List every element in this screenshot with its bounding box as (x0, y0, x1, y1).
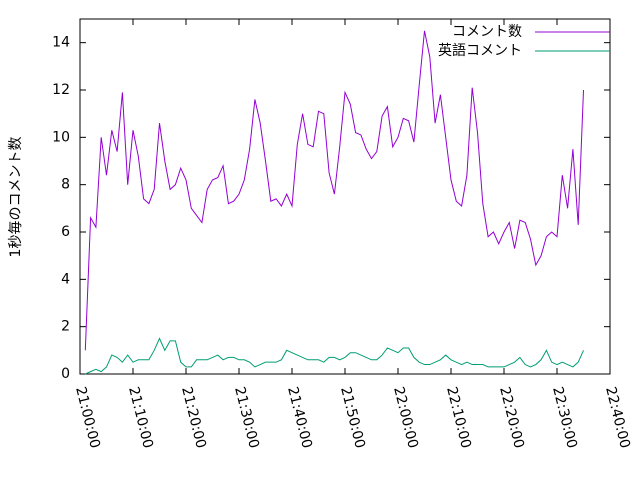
y-axis-label: 1秒毎のコメント数 (8, 137, 24, 258)
y-tick-label: 0 (61, 366, 70, 382)
y-tick-label: 6 (61, 224, 70, 240)
y-tick-label: 10 (52, 129, 70, 145)
legend-label: 英語コメント (438, 42, 522, 59)
y-tick-label: 4 (61, 271, 70, 287)
series-line (85, 337, 584, 375)
legend-label: コメント数 (452, 24, 522, 40)
y-tick-label: 12 (52, 82, 70, 98)
y-tick-label: 14 (52, 35, 70, 51)
y-tick-label: 8 (61, 177, 70, 193)
y-tick-label: 2 (61, 319, 70, 335)
series-line (84, 30, 584, 351)
